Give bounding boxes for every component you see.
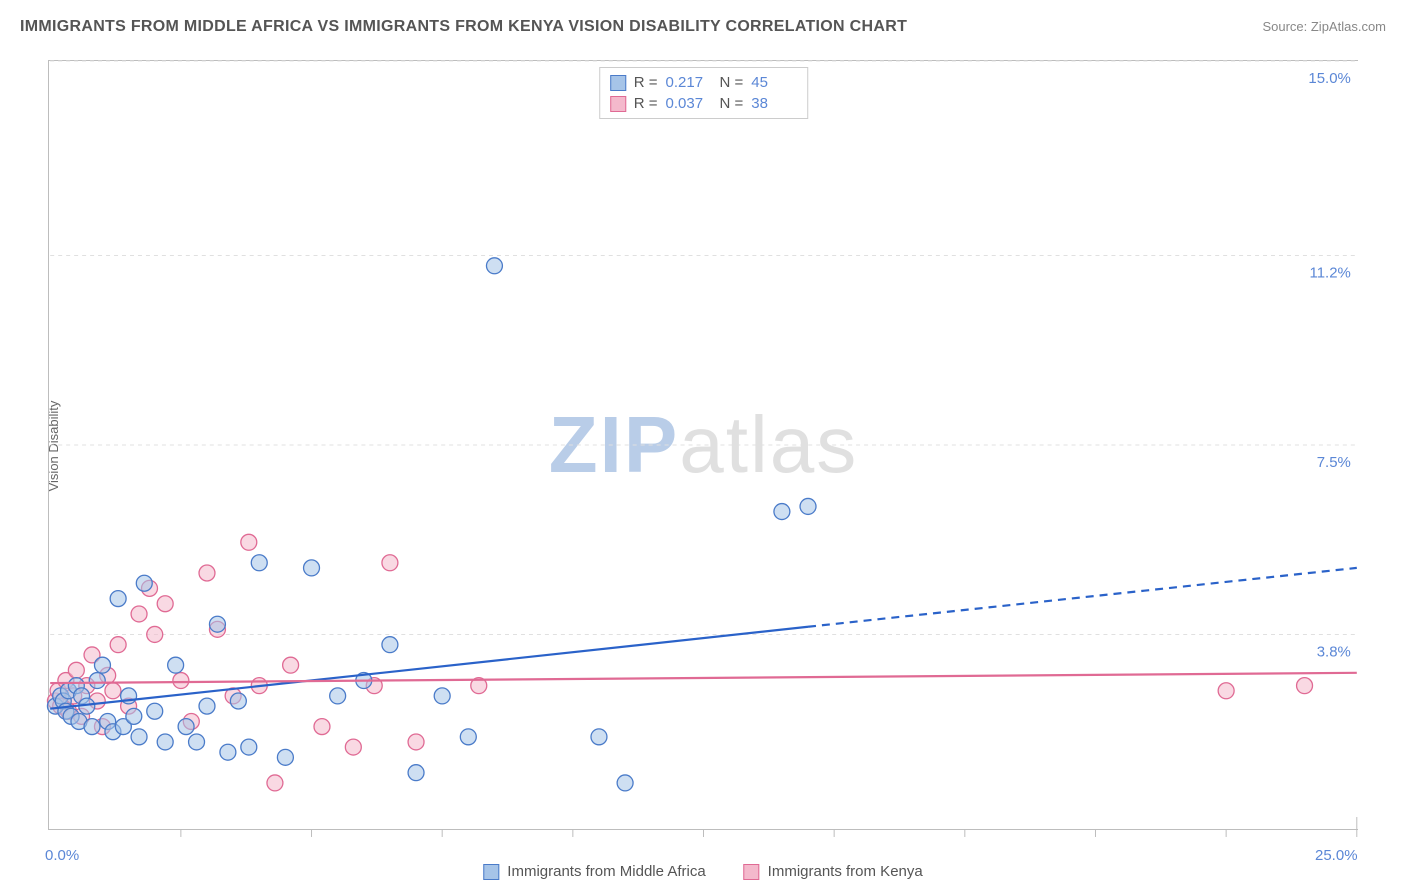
legend-swatch-b <box>744 864 760 880</box>
title-bar: IMMIGRANTS FROM MIDDLE AFRICA VS IMMIGRA… <box>20 18 1386 36</box>
chart-title: IMMIGRANTS FROM MIDDLE AFRICA VS IMMIGRA… <box>20 18 907 36</box>
data-point <box>110 591 126 607</box>
data-point <box>486 258 502 274</box>
data-point <box>84 719 100 735</box>
scatter-plot: 3.8% 7.5% 11.2% 15.0% <box>49 61 1358 829</box>
x-tick-label: 0.0% <box>45 847 79 864</box>
data-point <box>774 504 790 520</box>
data-point <box>1297 678 1313 694</box>
data-point <box>277 749 293 765</box>
y-tick-label: 7.5% <box>1317 454 1351 471</box>
data-point <box>283 657 299 673</box>
data-point <box>147 626 163 642</box>
data-point <box>68 662 84 678</box>
y-tick-label: 15.0% <box>1308 70 1350 87</box>
data-point <box>408 734 424 750</box>
data-point <box>89 673 105 689</box>
data-point <box>617 775 633 791</box>
data-point <box>199 565 215 581</box>
trend-line <box>50 673 1357 683</box>
data-point <box>314 719 330 735</box>
legend-item-a: Immigrants from Middle Africa <box>483 863 705 880</box>
data-point <box>110 637 126 653</box>
y-tick-label: 3.8% <box>1317 643 1351 660</box>
data-point <box>267 775 283 791</box>
x-tick-label: 25.0% <box>1315 847 1358 864</box>
data-point <box>330 688 346 704</box>
legend-label-b: Immigrants from Kenya <box>768 863 923 880</box>
legend-label-a: Immigrants from Middle Africa <box>507 863 705 880</box>
data-point <box>304 560 320 576</box>
legend-item-b: Immigrants from Kenya <box>744 863 923 880</box>
y-tick-label: 11.2% <box>1310 265 1351 282</box>
trend-line-extrapolated <box>808 568 1357 627</box>
data-point <box>800 498 816 514</box>
data-point <box>157 734 173 750</box>
data-point <box>209 616 225 632</box>
data-point <box>460 729 476 745</box>
data-point <box>220 744 236 760</box>
data-point <box>147 703 163 719</box>
legend-swatch-a <box>483 864 499 880</box>
data-point <box>157 596 173 612</box>
data-point <box>136 575 152 591</box>
data-point <box>168 657 184 673</box>
data-point <box>382 555 398 571</box>
data-point <box>251 555 267 571</box>
data-point <box>178 719 194 735</box>
data-point <box>105 683 121 699</box>
data-point <box>230 693 246 709</box>
data-point <box>345 739 361 755</box>
plot-area: ZIPatlas R = 0.217 N = 45 R = 0.037 N = … <box>48 60 1358 830</box>
data-point <box>131 729 147 745</box>
data-point <box>173 673 189 689</box>
data-point <box>241 534 257 550</box>
data-point <box>199 698 215 714</box>
data-point <box>1218 683 1234 699</box>
data-point <box>126 708 142 724</box>
data-point <box>131 606 147 622</box>
source-label: Source: ZipAtlas.com <box>1262 19 1386 34</box>
data-point <box>94 657 110 673</box>
data-point <box>382 637 398 653</box>
data-point <box>189 734 205 750</box>
data-point <box>408 765 424 781</box>
data-point <box>241 739 257 755</box>
data-point <box>434 688 450 704</box>
data-point <box>591 729 607 745</box>
trend-line <box>50 627 808 709</box>
bottom-legend: Immigrants from Middle Africa Immigrants… <box>483 863 922 880</box>
